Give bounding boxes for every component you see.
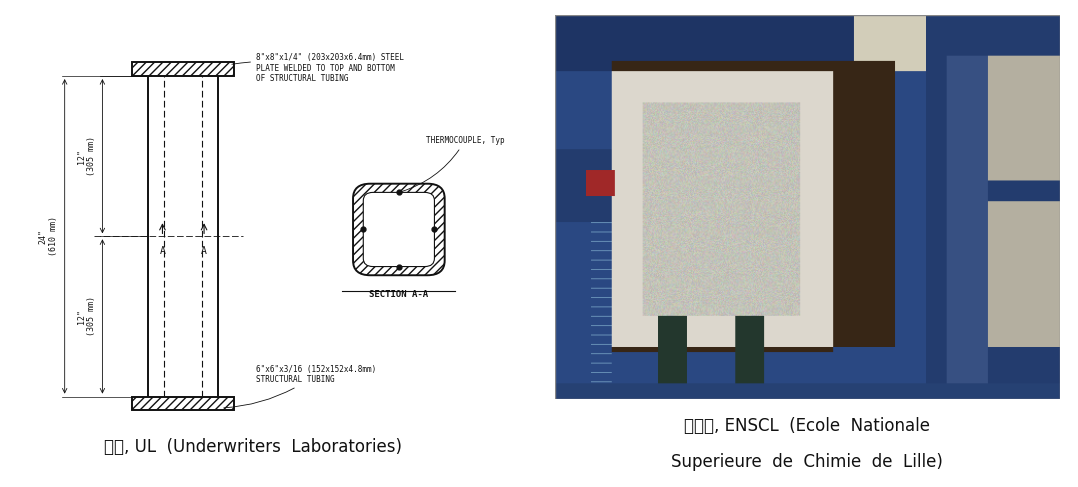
Text: 8"x8"x1/4" (203x203x6.4mm) STEEL
PLATE WELDED TO TOP AND BOTTOM
OF STRUCTURAL TU: 8"x8"x1/4" (203x203x6.4mm) STEEL PLATE W… xyxy=(232,53,404,83)
Text: A: A xyxy=(160,246,165,257)
Bar xyxy=(133,62,235,76)
Bar xyxy=(133,396,235,410)
Text: Superieure  de  Chimie  de  Lille): Superieure de Chimie de Lille) xyxy=(672,453,943,471)
Text: 24"
(610 mm): 24" (610 mm) xyxy=(39,216,58,256)
FancyBboxPatch shape xyxy=(363,192,434,266)
Text: THERMOCOUPLE, Typ: THERMOCOUPLE, Typ xyxy=(401,136,505,191)
Text: 12"
(305 mm): 12" (305 mm) xyxy=(77,136,96,176)
Text: 미국, UL  (Underwriters  Laboratories): 미국, UL (Underwriters Laboratories) xyxy=(105,438,402,456)
Bar xyxy=(133,62,235,76)
Text: 6"x6"x3/16 (152x152x4.8mm)
STRUCTURAL TUBING: 6"x6"x3/16 (152x152x4.8mm) STRUCTURAL TU… xyxy=(224,364,376,408)
Text: 프랑스, ENSCL  (Ecole  Nationale: 프랑스, ENSCL (Ecole Nationale xyxy=(685,417,930,434)
Bar xyxy=(133,396,235,410)
Text: 12"
(305 mm): 12" (305 mm) xyxy=(77,297,96,337)
FancyBboxPatch shape xyxy=(354,184,445,275)
Text: A: A xyxy=(202,246,207,257)
Text: SECTION A-A: SECTION A-A xyxy=(370,290,428,299)
